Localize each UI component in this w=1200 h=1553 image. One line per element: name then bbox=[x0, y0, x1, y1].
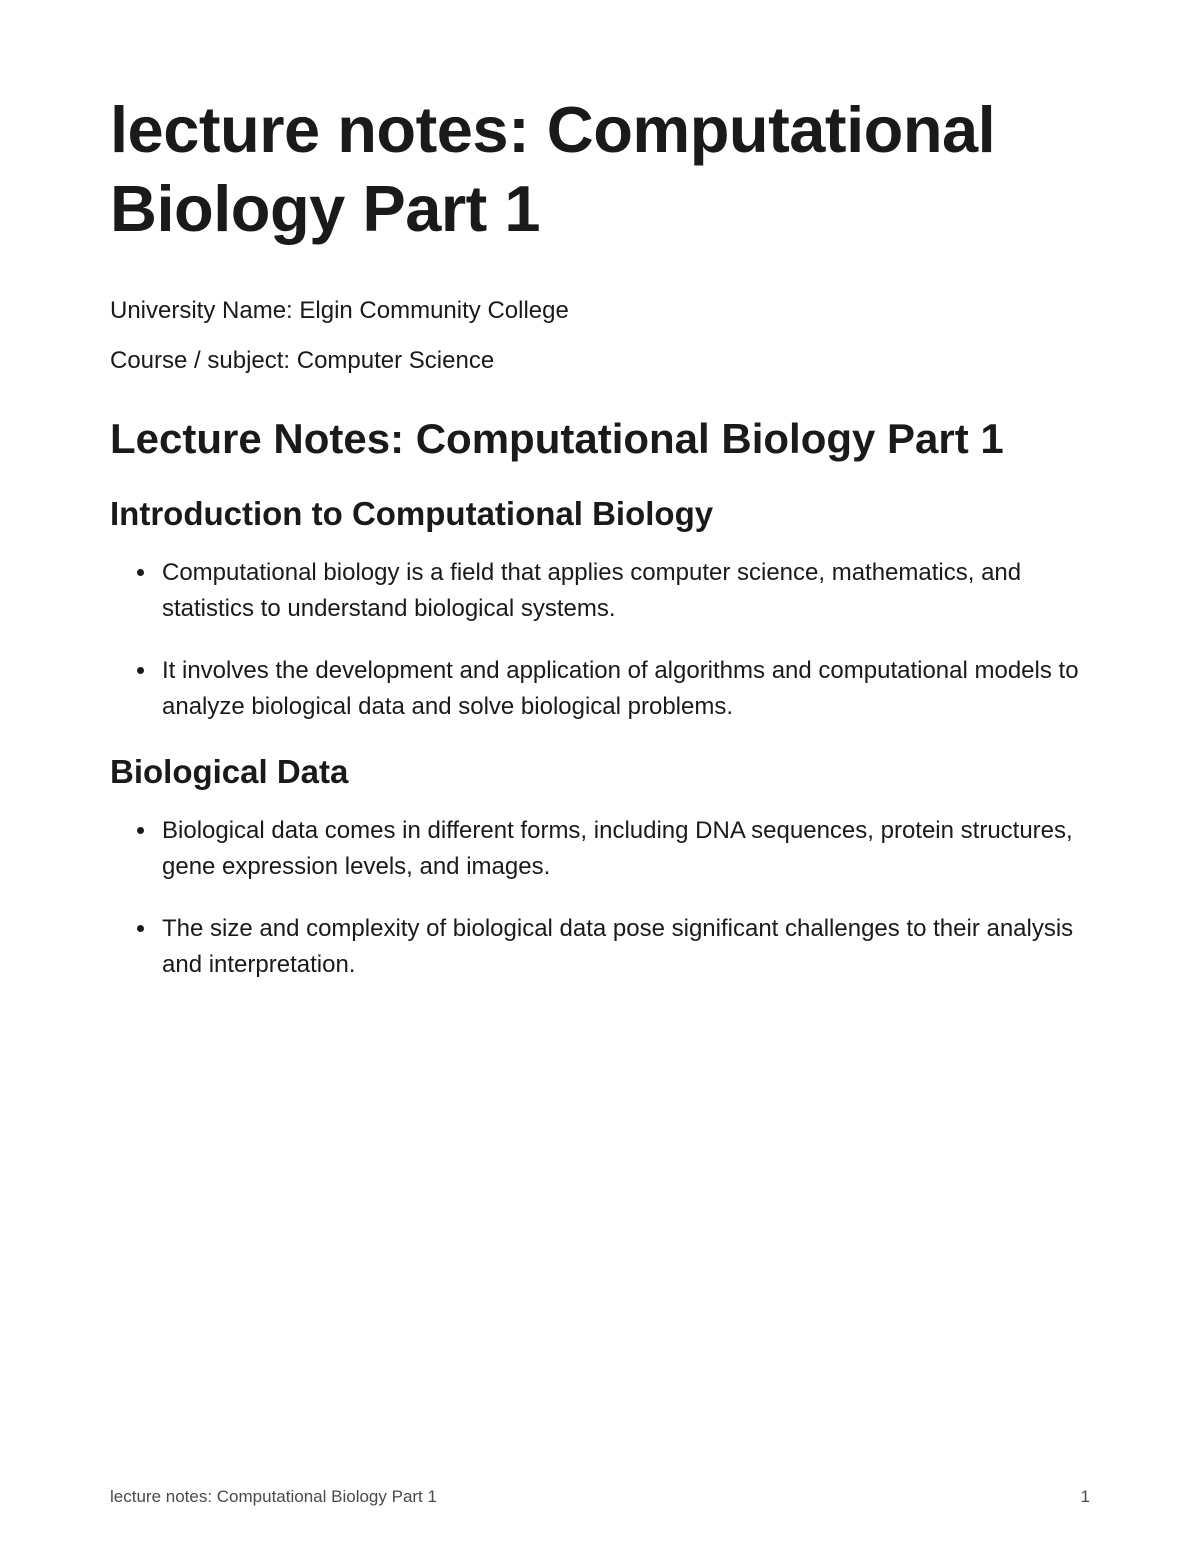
university-label: University Name: bbox=[110, 297, 299, 324]
bullet-list: Computational biology is a field that ap… bbox=[110, 555, 1090, 725]
course-label: Course / subject: bbox=[110, 347, 297, 374]
section-heading-main: Lecture Notes: Computational Biology Par… bbox=[110, 413, 1090, 466]
document-title: lecture notes: Computational Biology Par… bbox=[110, 90, 1090, 249]
page-footer: lecture notes: Computational Biology Par… bbox=[110, 1487, 1090, 1507]
section-heading-intro: Introduction to Computational Biology bbox=[110, 495, 1090, 533]
list-item: Computational biology is a field that ap… bbox=[158, 555, 1090, 627]
university-line: University Name: Elgin Community College bbox=[110, 297, 1090, 325]
section-heading-biodata: Biological Data bbox=[110, 753, 1090, 791]
list-item: Biological data comes in different forms… bbox=[158, 813, 1090, 885]
list-item: It involves the development and applicat… bbox=[158, 653, 1090, 725]
university-value: Elgin Community College bbox=[299, 297, 568, 324]
page-number: 1 bbox=[1081, 1487, 1090, 1507]
list-item: The size and complexity of biological da… bbox=[158, 911, 1090, 983]
footer-title: lecture notes: Computational Biology Par… bbox=[110, 1487, 437, 1507]
bullet-list: Biological data comes in different forms… bbox=[110, 813, 1090, 983]
course-value: Computer Science bbox=[297, 347, 494, 374]
course-line: Course / subject: Computer Science bbox=[110, 347, 1090, 375]
